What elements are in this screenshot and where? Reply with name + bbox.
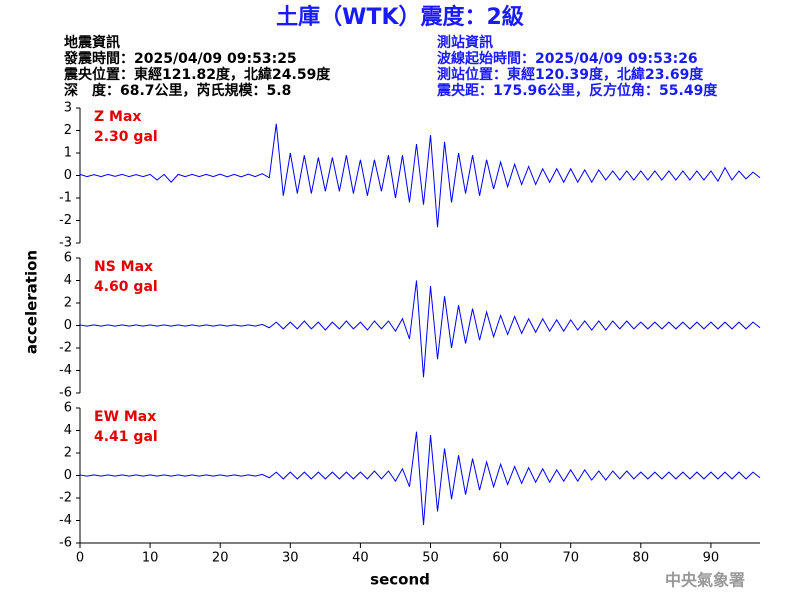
- x-tick-label: 30: [282, 551, 299, 566]
- y-tick-label: -4: [59, 513, 72, 528]
- station-info: 測站資訊 波線起始時間：2025/04/09 09:53:26 測站位置：東經1…: [436, 34, 718, 99]
- y-tick-label: -2: [59, 213, 72, 228]
- y-tick-label: 3: [64, 101, 72, 116]
- info-line: 波線起始時間：2025/04/09 09:53:26: [437, 50, 698, 67]
- y-tick-label: -6: [59, 386, 72, 401]
- waveform: [79, 123, 761, 228]
- trace-label: EW Max: [94, 409, 156, 425]
- x-tick-label: 90: [703, 551, 720, 566]
- info-line: 發震時間：2025/04/09 09:53:25: [63, 50, 297, 67]
- y-tick-label: -4: [59, 363, 72, 378]
- y-tick-label: 2: [64, 296, 72, 311]
- waveform: [79, 431, 761, 526]
- y-tick-label: 4: [64, 423, 72, 438]
- y-tick-label: -3: [59, 236, 72, 251]
- max-label: 4.60 gal: [94, 279, 158, 295]
- x-axis-label: second: [370, 571, 430, 589]
- event-info: 地震資訊 發震時間：2025/04/09 09:53:25 震央位置：東經121…: [63, 34, 331, 99]
- y-tick-label: 0: [64, 468, 72, 483]
- y-tick-label: 0: [64, 318, 72, 333]
- info-line: 地震資訊: [64, 34, 120, 51]
- max-label: 4.41 gal: [94, 429, 158, 445]
- x-tick-label: 70: [562, 551, 579, 566]
- trace-label: NS Max: [94, 259, 153, 275]
- max-label: 2.30 gal: [94, 129, 158, 145]
- waveform: [79, 280, 761, 378]
- info-line: 測站資訊: [437, 34, 493, 51]
- info-line: 震央距：175.96公里，反方位角：55.49度: [436, 82, 718, 99]
- x-tick-label: 10: [142, 551, 159, 566]
- y-tick-label: -2: [59, 491, 72, 506]
- y-axis-label: acceleration: [23, 250, 41, 354]
- y-tick-label: 2: [64, 446, 72, 461]
- x-tick-label: 0: [76, 551, 84, 566]
- y-tick-label: -6: [59, 536, 72, 551]
- info-line: 深 度：68.7公里，芮氏規模：5.8: [64, 82, 291, 99]
- x-tick-label: 40: [352, 551, 369, 566]
- x-tick-label: 60: [492, 551, 509, 566]
- y-tick-label: -2: [59, 341, 72, 356]
- y-tick-label: 2: [64, 123, 72, 138]
- y-tick-label: 0: [64, 168, 72, 183]
- y-tick-label: 6: [64, 401, 72, 416]
- y-tick-label: 1: [64, 146, 72, 161]
- info-line: 震央位置：東經121.82度，北緯24.59度: [63, 66, 331, 83]
- x-tick-label: 80: [633, 551, 650, 566]
- agency: 中央氣象署: [665, 571, 745, 590]
- y-tick-label: 4: [64, 273, 72, 288]
- y-tick-label: -1: [59, 191, 72, 206]
- info-line: 測站位置：東經120.39度，北緯23.69度: [437, 66, 704, 83]
- trace-label: Z Max: [94, 109, 141, 125]
- y-tick-label: 6: [64, 251, 72, 266]
- x-tick-label: 20: [212, 551, 229, 566]
- x-tick-label: 50: [422, 551, 439, 566]
- chart-title: 土庫（WTK）震度：2級: [276, 4, 524, 30]
